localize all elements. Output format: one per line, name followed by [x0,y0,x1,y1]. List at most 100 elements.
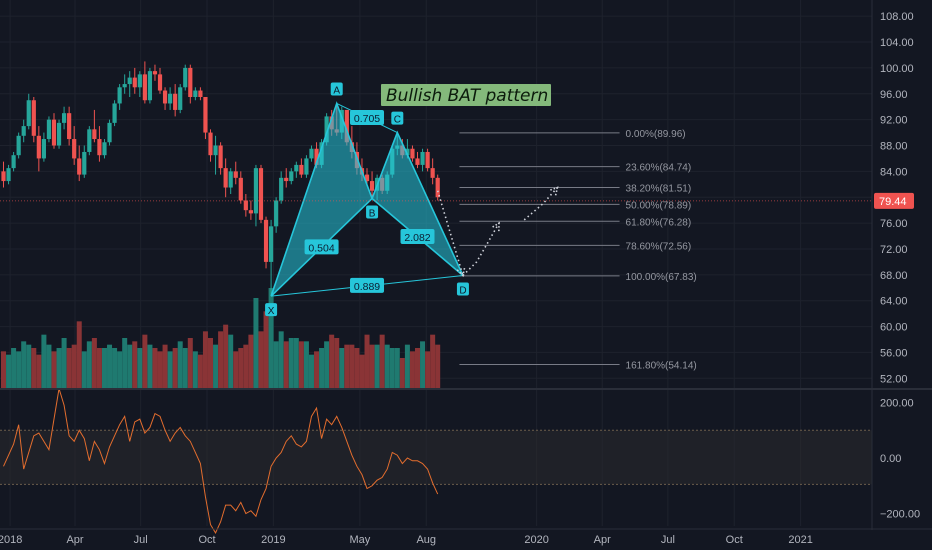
candle-body [248,210,253,214]
fib-level-label: 161.80%(54.14) [626,360,697,371]
candle-body [208,132,213,156]
volume-bar [379,334,385,388]
pattern-ratio-box[interactable] [400,229,435,245]
candle-body [77,158,82,175]
candle-body [152,71,158,75]
volume-bar [157,351,163,388]
volume-bar [324,341,330,388]
time-tick-label: Apr [594,534,611,546]
pattern-point-label: C [394,115,401,126]
candle-body [213,145,218,156]
volume-bar [81,351,87,388]
pattern-point-box[interactable] [391,111,404,125]
pattern-ratio-box[interactable] [304,239,339,255]
candle-body [112,103,117,123]
volume-bar [56,348,62,388]
projection-path[interactable] [436,190,464,276]
time-tick-label: 2021 [788,534,812,546]
candle-body [268,226,274,262]
volume-bar [399,358,405,388]
pattern-title: Bullish BAT pattern [386,86,548,106]
pattern-point-box[interactable] [330,82,343,96]
price-tick-label: 60.00 [880,322,908,334]
candle-body [183,67,188,88]
candle-body [56,122,62,146]
oscillator-line [3,388,439,535]
candle-body [369,181,375,191]
pattern-point-box[interactable] [366,205,379,219]
pattern-point-box[interactable] [265,303,278,317]
volume-bar [248,334,254,388]
volume-bar [425,351,431,388]
price-tick-label: 100.00 [880,63,914,75]
candle-body [127,77,132,85]
price-tick-label: 92.00 [880,115,908,127]
candle-body [31,100,36,136]
candle-body [279,177,284,201]
candle-body [243,200,248,211]
candle-body [36,135,41,159]
price-tick-label: 68.00 [880,270,908,282]
price-tick-label: 84.00 [880,166,908,178]
candle-body [289,171,294,182]
candle-body [415,158,420,165]
pattern-point-label: D [459,285,466,296]
candle-body [253,168,259,214]
pattern-point-label: X [268,306,275,317]
candle-body [72,139,77,159]
pattern-point-label: A [333,85,340,96]
candle-body [178,87,183,110]
candle-body [233,171,238,178]
fib-level-label: 61.80%(76.28) [626,217,692,228]
volume-bar [339,348,345,388]
volume-bar [16,351,22,388]
fib-level-label: 50.00%(78.89) [626,200,692,211]
pattern-ratio-label: 0.705 [354,113,380,125]
pattern-ratio-box[interactable] [350,277,385,293]
time-tick-label: Oct [726,534,743,546]
candle-body [26,100,31,127]
volume-bar [293,338,299,388]
candle-body [97,139,102,156]
candle-body [274,200,279,227]
time-tick-label: Apr [66,534,83,546]
candle-body [228,171,233,188]
time-tick-label: Aug [416,534,436,546]
volume-bar [182,348,188,388]
volume-bar [86,341,92,388]
price-tick-label: 104.00 [880,37,914,49]
pattern-point-label: B [369,209,376,220]
volume-bar [369,344,375,388]
volume-bar [61,338,67,388]
fibonacci-levels[interactable]: 0.00%(89.96) 23.60%(84.74) 38.20%(81.51) 50… [459,129,697,372]
pattern-title-box[interactable]: Bullish BAT pattern [381,84,551,106]
projection-arrows[interactable] [436,186,559,278]
volume-bar [278,331,284,388]
pattern-point-box[interactable] [456,282,469,296]
bat-pattern[interactable]: 0.504 0.705 2.082 0.889 X A B C D [265,82,469,317]
volume-bar [6,354,12,388]
time-tick-label: Jul [134,534,148,546]
candle-body [1,171,6,182]
volume-bar [66,348,72,388]
volume-bar [263,311,269,388]
projection-path[interactable] [462,222,500,277]
volume-bar [288,338,294,388]
volume-bar [142,334,148,388]
pattern-ratio-box[interactable] [350,110,385,126]
candle-body [218,145,223,169]
volume-bar [91,338,97,388]
candle-body [173,93,178,110]
candle-body [147,71,153,101]
volume-bar [415,348,421,388]
volume-bar [11,348,17,388]
time-tick-label: Oct [198,534,215,546]
candle-body [238,177,243,201]
candle-body [420,151,425,165]
volume-bar [41,334,47,388]
price-tick-label: 56.00 [880,347,908,359]
candle-body [405,148,410,156]
volume-bar [435,344,441,388]
candle-body [11,155,16,169]
